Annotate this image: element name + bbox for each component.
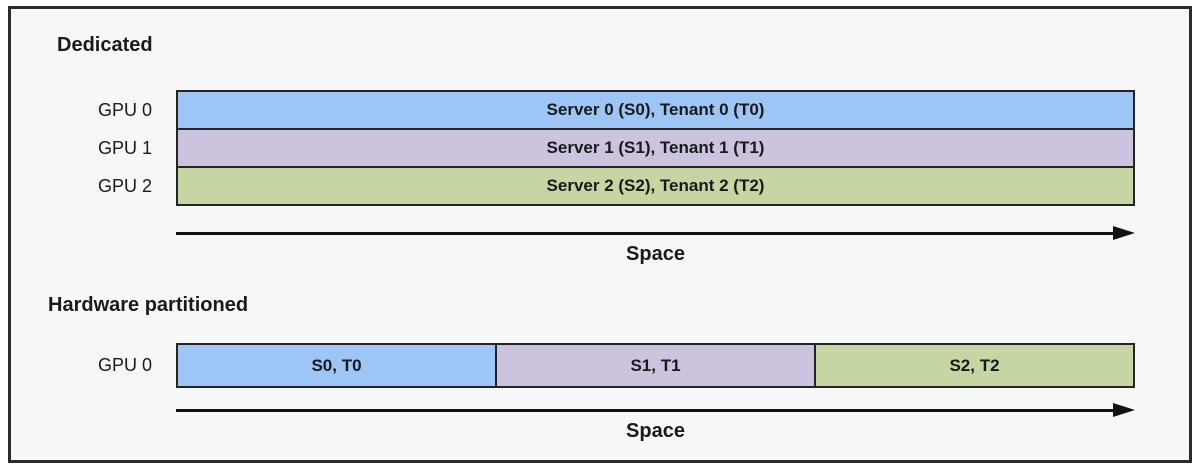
axis-label: Space	[626, 243, 685, 265]
gpu-allocation-bar: Server 0 (S0), Tenant 0 (T0)	[176, 90, 1135, 130]
gpu-row-label: GPU 1	[97, 137, 152, 158]
dedicated-section-title: Dedicated	[57, 34, 153, 56]
gpu-partition-segment: S0, T0	[176, 343, 497, 388]
axis-line	[176, 232, 1119, 235]
dedicated-chart: GPU 0 Server 0 (S0), Tenant 0 (T0) GPU 1…	[0, 90, 1135, 206]
partitioned-chart: GPU 0 S0, T0 S1, T1 S2, T2	[0, 343, 1135, 388]
gpu-row: GPU 0 S0, T0 S1, T1 S2, T2	[0, 343, 1135, 388]
gpu-row: GPU 2 Server 2 (S2), Tenant 2 (T2)	[0, 166, 1135, 206]
gpu-allocation-bar: Server 2 (S2), Tenant 2 (T2)	[176, 166, 1135, 206]
gpu-row: GPU 1 Server 1 (S1), Tenant 1 (T1)	[0, 128, 1135, 168]
gpu-allocation-bar: Server 1 (S1), Tenant 1 (T1)	[176, 128, 1135, 168]
gpu-row-label: GPU 0	[97, 99, 152, 120]
partitioned-section-title: Hardware partitioned	[48, 294, 249, 316]
space-axis: Space	[176, 403, 1135, 453]
gpu-partition-segment: S2, T2	[814, 343, 1135, 388]
arrowhead-icon	[1113, 403, 1135, 417]
gpu-row-label: GPU 0	[97, 355, 152, 375]
space-axis: Space	[176, 226, 1135, 276]
axis-label: Space	[626, 420, 685, 442]
arrowhead-icon	[1113, 226, 1135, 240]
gpu-row: GPU 0 Server 0 (S0), Tenant 0 (T0)	[0, 90, 1135, 130]
gpu-partition-segment: S1, T1	[495, 343, 816, 388]
axis-line	[176, 409, 1119, 412]
gpu-row-label: GPU 2	[97, 175, 152, 196]
